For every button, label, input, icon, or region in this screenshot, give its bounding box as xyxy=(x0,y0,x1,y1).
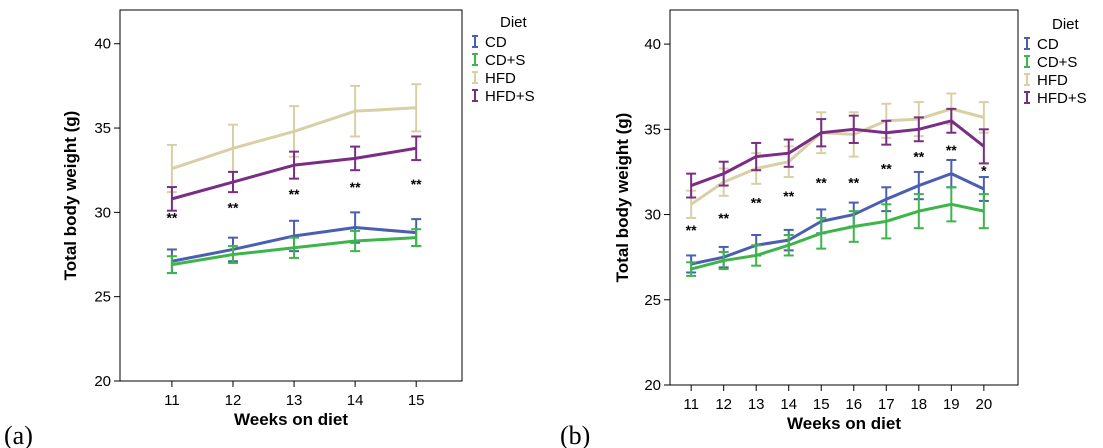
x-tick-label: 14 xyxy=(780,396,797,413)
y-tick-label: 20 xyxy=(94,373,111,390)
x-tick-label: 13 xyxy=(748,396,765,413)
panel-label: (b) xyxy=(560,421,590,448)
series-line xyxy=(690,107,985,206)
significance-marker: ** xyxy=(411,176,422,192)
legend-entry: CD xyxy=(1037,36,1059,53)
legend-entry: CD xyxy=(485,34,507,51)
chart-panel-0: 20 25 30 35 40 11 12 13 14 15 Weeks on diet Total b… xyxy=(4,9,535,448)
y-tick-label: 30 xyxy=(644,207,661,224)
significance-marker: ** xyxy=(783,188,794,204)
panel-label: (a) xyxy=(4,421,33,448)
legend-title: Diet xyxy=(500,14,528,31)
significance-marker: ** xyxy=(289,186,300,202)
series-cd-plus-s xyxy=(686,186,989,277)
significance-marker: ** xyxy=(166,209,177,225)
y-tick-label: 30 xyxy=(94,204,111,221)
x-tick-label: 16 xyxy=(845,396,862,413)
y-tick-label: 40 xyxy=(94,36,111,53)
x-tick-label: 11 xyxy=(164,392,180,409)
x-tick-label: 12 xyxy=(225,392,242,409)
significance-marker: * xyxy=(981,162,987,178)
legend-entry: HFD+S xyxy=(1037,90,1087,107)
y-tick-label: 40 xyxy=(644,36,661,53)
significance-marker: ** xyxy=(228,199,239,215)
chart-panel-1: 20 25 30 35 40 11 12 13 14 15 16 17 18 19 20 Weeks on d… xyxy=(560,9,1087,448)
series-hfd-plus-s xyxy=(166,135,422,212)
legend-entry: HFD xyxy=(1037,72,1068,89)
significance-marker: ** xyxy=(751,195,762,211)
significance-marker: ** xyxy=(350,179,361,195)
significance-marker: ** xyxy=(881,161,892,177)
x-tick-label: 12 xyxy=(715,396,732,413)
series-line xyxy=(171,106,417,170)
y-tick-label: 35 xyxy=(644,121,661,138)
significance-marker: ** xyxy=(816,174,827,190)
series-line xyxy=(171,236,417,267)
series-hfd xyxy=(686,92,989,219)
series-cd xyxy=(686,159,989,274)
significance-marker: ** xyxy=(946,142,957,158)
legend-entry: HFD+S xyxy=(485,88,535,105)
y-tick-label: 25 xyxy=(94,289,111,306)
legend-entry: CD+S xyxy=(485,52,525,69)
legend-entry: CD+S xyxy=(1037,54,1077,71)
x-tick-label: 19 xyxy=(943,396,960,413)
series-line xyxy=(690,202,985,271)
plot-frame xyxy=(669,9,1019,386)
significance-marker: ** xyxy=(848,174,859,190)
y-axis-title: Total body weight (g) xyxy=(61,111,80,281)
y-tick-label: 25 xyxy=(644,292,661,309)
significance-marker: ** xyxy=(686,222,697,238)
y-tick-label: 35 xyxy=(94,120,111,137)
series-cd-plus-s xyxy=(166,228,422,275)
significance-marker: ** xyxy=(913,149,924,165)
x-axis-title: Weeks on diet xyxy=(787,414,901,433)
x-tick-label: 17 xyxy=(878,396,895,413)
series-line xyxy=(690,119,985,187)
x-tick-label: 18 xyxy=(910,396,927,413)
x-axis-title: Weeks on diet xyxy=(234,410,348,429)
series-line xyxy=(171,226,417,263)
x-tick-label: 14 xyxy=(347,392,364,409)
x-tick-label: 15 xyxy=(408,392,425,409)
legend-entry: HFD xyxy=(485,70,516,87)
y-axis-title: Total body weight (g) xyxy=(613,113,632,283)
y-tick-label: 20 xyxy=(644,377,661,394)
series-line xyxy=(171,146,417,201)
x-tick-label: 13 xyxy=(286,392,303,409)
x-tick-label: 11 xyxy=(683,396,699,413)
legend-title: Diet xyxy=(1052,16,1080,33)
series-line xyxy=(690,172,985,266)
significance-marker: ** xyxy=(718,210,729,226)
series-hfd-plus-s xyxy=(686,107,989,199)
x-tick-label: 20 xyxy=(976,396,993,413)
x-tick-label: 15 xyxy=(813,396,830,413)
plot-frame xyxy=(119,9,463,382)
